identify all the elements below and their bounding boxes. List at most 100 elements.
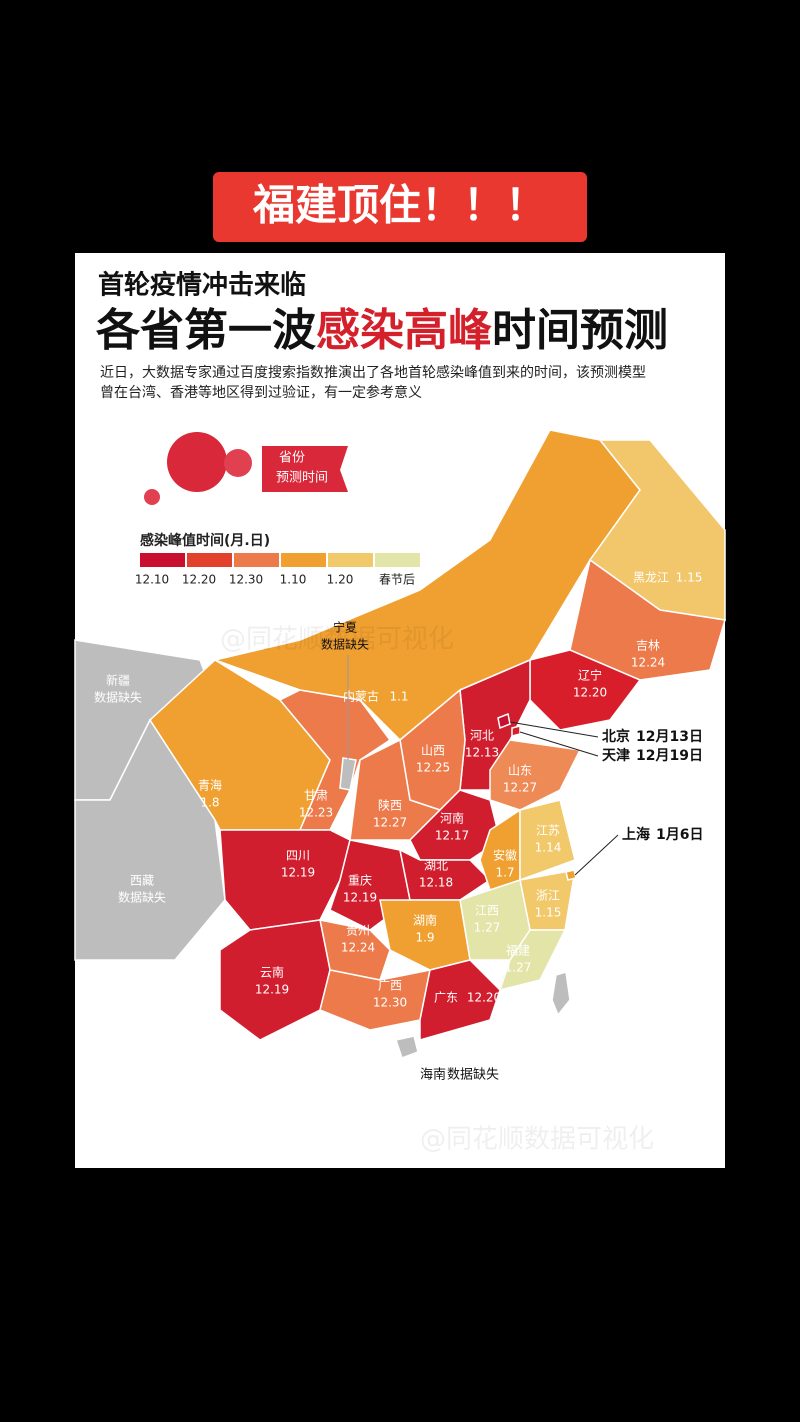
region-value: 1月6日 — [656, 827, 703, 843]
region-name: 西藏 — [130, 874, 154, 888]
legend-label: 1.20 — [327, 573, 354, 587]
leader-line — [509, 721, 599, 738]
title-part: 时间预测 — [492, 305, 668, 356]
region-name: 海南 — [420, 1067, 446, 1083]
region-value: 12.23 — [299, 806, 333, 820]
region-name: 河北 — [470, 729, 494, 743]
legend-swatch — [328, 553, 373, 567]
main-title: 各省第一波感染高峰时间预测 — [96, 305, 668, 356]
region-name: 内蒙古 — [343, 689, 379, 704]
region-name: 吉林 — [636, 639, 660, 653]
region-name: 甘肃 — [304, 789, 328, 803]
region-shape — [74, 718, 226, 961]
legend: 12.10 12.20 12.30 1.10 1.20 春节后 — [135, 553, 420, 587]
region-shape — [339, 757, 357, 791]
region-value: 1.7 — [495, 866, 514, 880]
region-shape — [551, 971, 571, 1017]
region-name: 江西 — [475, 904, 499, 918]
badge-text: 省份 — [279, 451, 305, 466]
region-value: 12.25 — [416, 761, 450, 775]
title-part: 各省第一波 — [96, 305, 316, 356]
region-value: 12.19 — [255, 983, 289, 997]
region-value: 1.27 — [505, 961, 532, 975]
region-shape — [519, 799, 576, 882]
watermark: @同花顺数据可视化 — [420, 1125, 654, 1155]
region-name: 上海 — [622, 826, 650, 843]
region-value: 12.27 — [373, 816, 407, 830]
region-name: 新疆 — [106, 673, 130, 688]
banner-box — [213, 172, 587, 242]
region-name: 江苏 — [536, 824, 560, 838]
region-shape — [419, 959, 501, 1041]
region-name: 宁夏 — [333, 620, 357, 635]
legend-label: 1.10 — [280, 573, 307, 587]
region-name: 黑龙江 — [633, 571, 669, 585]
region-value: 12.24 — [341, 941, 375, 955]
virus-icon — [144, 432, 252, 505]
badge-text: 预测时间 — [276, 471, 328, 486]
region-name: 广西 — [378, 979, 402, 993]
region-value: 1.15 — [535, 906, 562, 920]
region-name: 福建 — [506, 943, 530, 958]
region-name: 湖南 — [413, 913, 437, 928]
legend-label: 12.10 — [135, 573, 169, 587]
region-value: 12.20 — [467, 991, 501, 1005]
region-value: 12.19 — [281, 866, 315, 880]
region-value: 1.8 — [200, 796, 219, 810]
badge — [262, 446, 348, 492]
legend-label: 12.30 — [229, 573, 263, 587]
region-value: 12月19日 — [636, 748, 703, 764]
legend-swatch — [234, 553, 279, 567]
legend-swatch — [140, 553, 185, 567]
region-name: 河南 — [440, 811, 464, 826]
region-name: 云南 — [260, 965, 284, 980]
region-name: 湖北 — [424, 858, 448, 873]
region-value: 1.27 — [474, 921, 501, 935]
region-value: 数据缺失 — [447, 1068, 499, 1083]
legend-swatch — [281, 553, 326, 567]
legend-swatch — [375, 553, 420, 567]
description: 曾在台湾、香港等地区得到过验证，有一定参考意义 — [100, 384, 422, 401]
banner-text: 福建顶住！！！ — [252, 181, 547, 230]
region-name: 安徽 — [493, 848, 517, 863]
region-value: 12.27 — [503, 781, 537, 795]
legend-title: 感染峰值时间(月.日) — [140, 532, 270, 549]
kicker: 首轮疫情冲击来临 — [98, 270, 306, 301]
region-name: 山东 — [508, 764, 532, 778]
region-value: 12.30 — [373, 996, 407, 1010]
region-value: 12.19 — [343, 891, 377, 905]
region-name: 浙江 — [536, 889, 560, 903]
region-value: 1.15 — [676, 571, 703, 585]
region-name: 四川 — [286, 849, 310, 863]
region-shape — [498, 929, 567, 992]
region-name: 陕西 — [378, 798, 402, 813]
region-name: 重庆 — [348, 874, 372, 888]
region-value: 12.18 — [419, 876, 453, 890]
region-value: 1.14 — [535, 841, 562, 855]
region-name: 青海 — [198, 778, 222, 793]
leader-line — [519, 731, 599, 757]
title-part: 感染高峰 — [316, 305, 492, 356]
region-value: 12.17 — [435, 829, 469, 843]
region-name: 山西 — [421, 744, 445, 758]
region-value: 数据缺失 — [321, 637, 369, 652]
description: 近日，大数据专家通过百度搜索指数推演出了各地首轮感染峰值到来的时间，该预测模型 — [100, 364, 646, 381]
region-name: 贵州 — [346, 924, 370, 938]
region-shape — [511, 725, 521, 737]
region-shape — [395, 1035, 419, 1059]
region-name: 广东 — [434, 991, 458, 1005]
region-value: 1.9 — [415, 931, 434, 945]
region-name: 辽宁 — [578, 668, 602, 683]
legend-swatch — [187, 553, 232, 567]
region-value: 数据缺失 — [118, 890, 166, 905]
leader-line — [574, 834, 619, 876]
region-shape — [497, 712, 511, 730]
watermark: @同花顺数据可视化 — [220, 625, 454, 655]
region-value: 12.20 — [573, 686, 607, 700]
legend-label: 12.20 — [182, 573, 216, 587]
region-value: 数据缺失 — [94, 690, 142, 705]
region-value: 1.1 — [389, 690, 408, 704]
region-value: 12.24 — [631, 656, 665, 670]
